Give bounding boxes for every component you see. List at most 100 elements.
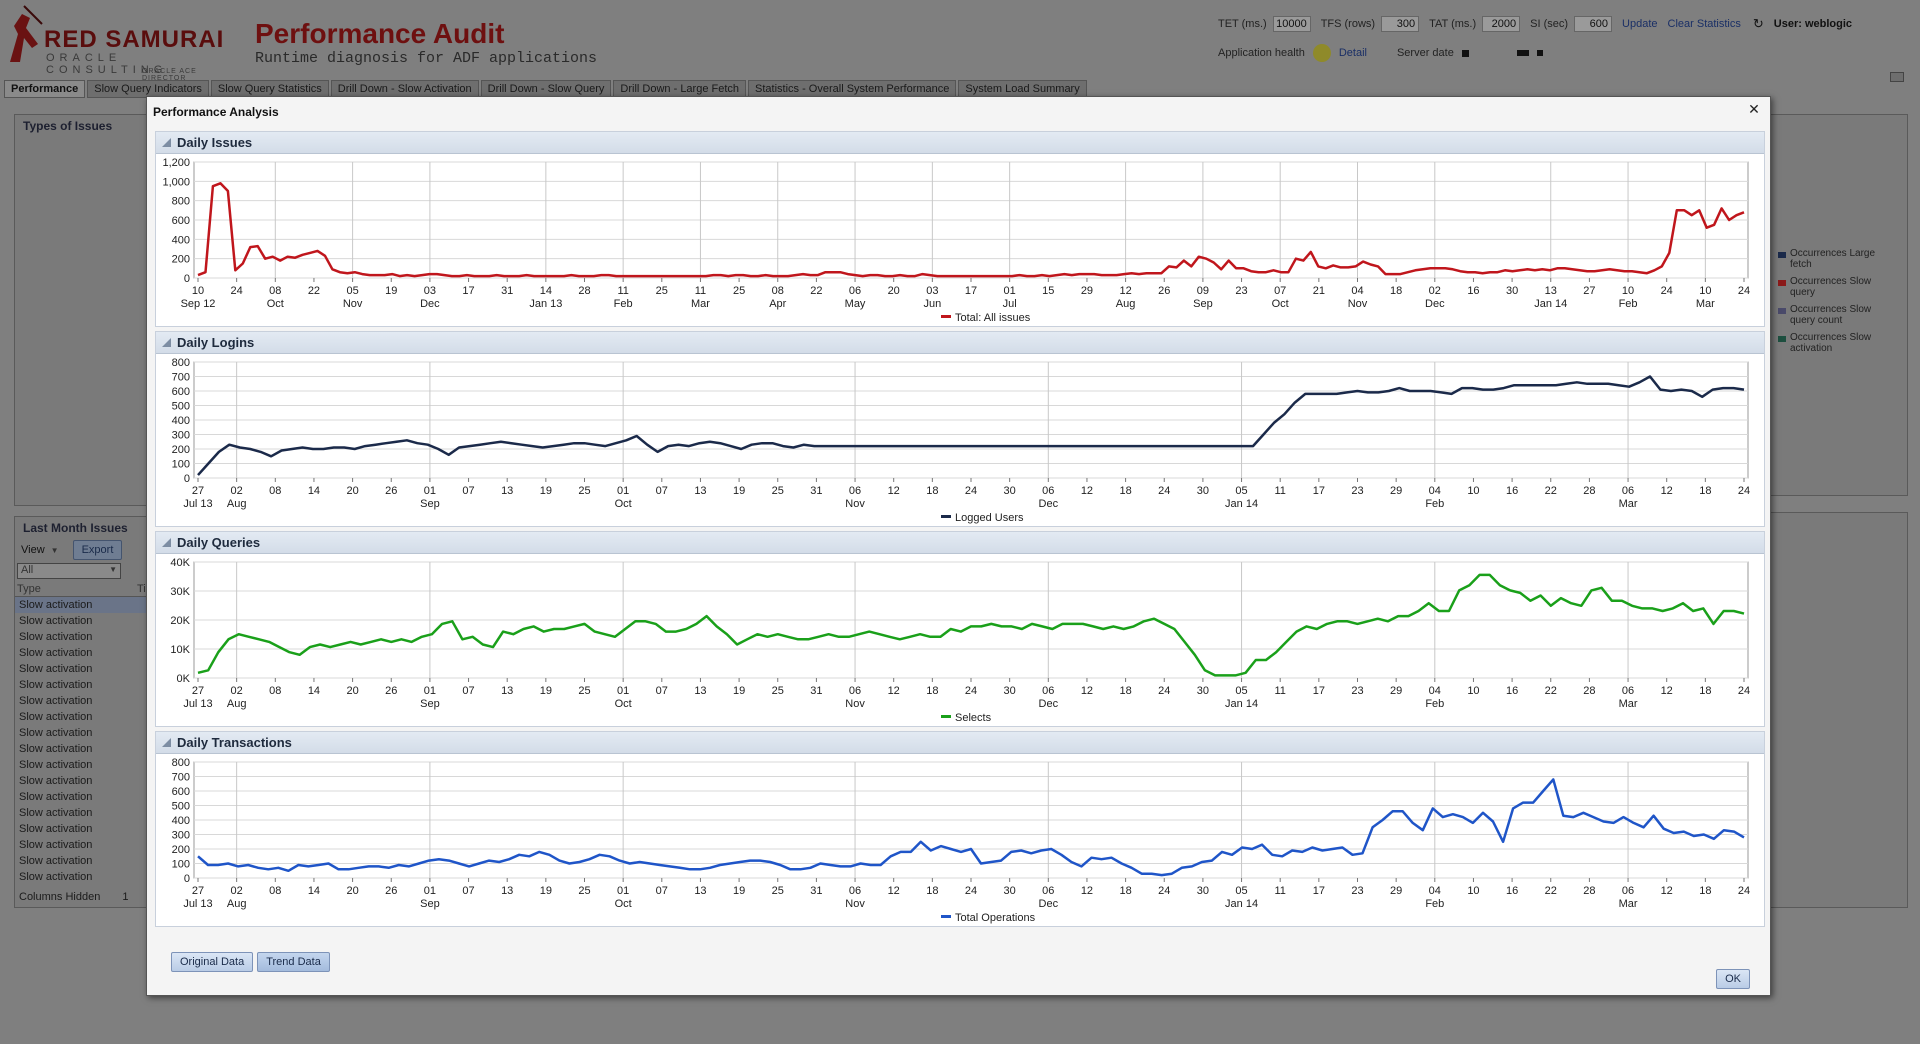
tab-2[interactable]: Slow Query Indicators — [87, 80, 209, 98]
collapse-triangle-icon[interactable] — [162, 338, 171, 347]
month-label: Oct — [615, 698, 632, 710]
right-bg-panel-2 — [1766, 512, 1908, 908]
daily-transactions-header[interactable]: Daily Transactions — [156, 732, 1764, 754]
x-tick-label: 11 — [695, 285, 706, 297]
table-row[interactable]: Slow activation — [19, 695, 93, 707]
table-row[interactable]: Slow activation — [19, 823, 93, 835]
date-nav-icon-2[interactable] — [1536, 50, 1543, 56]
collapse-icon[interactable] — [1890, 72, 1904, 82]
x-tick-label: 19 — [733, 885, 745, 897]
table-row[interactable]: Slow activation — [19, 759, 93, 771]
collapse-triangle-icon[interactable] — [162, 738, 171, 747]
clear-statistics-link[interactable]: Clear Statistics — [1667, 18, 1741, 30]
table-row[interactable]: Slow activation — [19, 775, 93, 787]
table-row[interactable]: Slow activation — [19, 839, 93, 851]
daily-queries-header[interactable]: Daily Queries — [156, 532, 1764, 554]
y-tick-label: 300 — [172, 430, 190, 442]
x-tick-label: 28 — [1583, 685, 1595, 697]
tab-4[interactable]: Drill Down - Slow Activation — [330, 80, 479, 98]
x-tick-label: 24 — [1738, 485, 1750, 497]
tfs-label: TFS (rows) — [1320, 18, 1376, 30]
x-tick-label: 25 — [656, 285, 668, 297]
x-tick-label: 24 — [965, 485, 977, 497]
month-label: Jul 13 — [183, 698, 212, 710]
y-tick-label: 0 — [184, 273, 190, 285]
update-link[interactable]: Update — [1622, 18, 1658, 30]
table-row[interactable]: Slow activation — [19, 631, 93, 643]
collapse-triangle-icon[interactable] — [162, 538, 171, 547]
month-label: Feb — [614, 298, 633, 310]
col-time-header[interactable]: Ti — [137, 583, 146, 595]
export-button[interactable]: Export — [72, 540, 123, 560]
x-tick-label: 30 — [1197, 885, 1209, 897]
legend-swatch — [941, 915, 951, 918]
y-tick-label: 800 — [172, 757, 190, 769]
month-label: Mar — [1619, 498, 1638, 510]
table-row[interactable]: Slow activation — [19, 615, 93, 627]
y-tick-label: 100 — [172, 459, 190, 471]
si-label: SI (sec) — [1530, 18, 1569, 30]
x-tick-label: 07 — [656, 885, 668, 897]
tab-6[interactable]: Drill Down - Large Fetch — [613, 80, 747, 98]
x-tick-label: 22 — [1545, 485, 1557, 497]
tat-input[interactable]: 2000 — [1482, 16, 1521, 32]
table-row[interactable]: Slow activation — [15, 597, 153, 613]
table-row[interactable]: Slow activation — [19, 663, 93, 675]
x-tick-label: 08 — [269, 685, 281, 697]
tet-input[interactable]: 10000 — [1272, 16, 1311, 32]
ok-button[interactable]: OK — [1716, 969, 1750, 989]
tab-3[interactable]: Slow Query Statistics — [210, 80, 329, 98]
tfs-input[interactable]: 300 — [1381, 16, 1420, 32]
series-line — [197, 573, 1745, 677]
x-tick-label: 11 — [1274, 485, 1285, 497]
side-legend-item: Occurrences Slow query — [1778, 276, 1888, 298]
daily-issues-header[interactable]: Daily Issues — [156, 132, 1764, 154]
tab-5[interactable]: Drill Down - Slow Query — [480, 80, 612, 98]
y-tick-label: 10K — [170, 644, 190, 656]
table-row[interactable]: Slow activation — [19, 791, 93, 803]
legend-swatch — [941, 715, 951, 718]
x-tick-label: 28 — [1583, 485, 1595, 497]
table-row[interactable]: Slow activation — [19, 727, 93, 739]
table-row[interactable]: Slow activation — [19, 807, 93, 819]
refresh-icon[interactable]: ↻ — [1752, 16, 1764, 31]
table-row[interactable]: Slow activation — [19, 855, 93, 867]
date-nav-icon[interactable] — [1516, 50, 1529, 56]
tab-8[interactable]: System Load Summary — [958, 80, 1087, 98]
month-label: Sep — [420, 498, 440, 510]
close-icon[interactable]: ✕ — [1748, 101, 1760, 117]
month-label: May — [845, 298, 866, 310]
table-row[interactable]: Slow activation — [19, 743, 93, 755]
x-tick-label: 11 — [1274, 885, 1285, 897]
daily-logins-header[interactable]: Daily Logins — [156, 332, 1764, 354]
view-menu[interactable]: View — [21, 544, 45, 556]
collapse-triangle-icon[interactable] — [162, 138, 171, 147]
original-data-button[interactable]: Original Data — [171, 952, 254, 972]
chevron-down-icon[interactable]: ▼ — [50, 545, 59, 555]
col-type-header[interactable]: Type — [17, 583, 41, 595]
x-tick-label: 19 — [540, 885, 552, 897]
month-label: Dec — [1425, 298, 1445, 310]
month-label: Mar — [1696, 298, 1715, 310]
y-tick-label: 800 — [172, 196, 190, 208]
trend-data-button[interactable]: Trend Data — [257, 952, 330, 972]
month-label: Jan 14 — [1534, 298, 1567, 310]
x-tick-label: 22 — [1545, 685, 1557, 697]
x-tick-label: 04 — [1351, 285, 1363, 297]
y-tick-label: 700 — [172, 372, 190, 384]
x-tick-label: 16 — [1506, 685, 1518, 697]
x-tick-label: 25 — [578, 885, 590, 897]
table-row[interactable]: Slow activation — [19, 871, 93, 883]
type-filter-select[interactable]: All ▼ — [17, 563, 121, 579]
table-row[interactable]: Slow activation — [19, 679, 93, 691]
detail-link[interactable]: Detail — [1338, 47, 1367, 59]
table-row[interactable]: Slow activation — [19, 711, 93, 723]
tab-1[interactable]: Performance — [4, 80, 86, 98]
last-month-issues-panel: Last Month Issues View ▼ Export All ▼ Ty… — [14, 516, 154, 908]
x-tick-label: 29 — [1081, 285, 1093, 297]
x-tick-label: 10 — [1467, 885, 1479, 897]
x-tick-label: 30 — [1004, 685, 1016, 697]
si-input[interactable]: 600 — [1574, 16, 1613, 32]
x-tick-label: 17 — [965, 285, 977, 297]
table-row[interactable]: Slow activation — [19, 647, 93, 659]
